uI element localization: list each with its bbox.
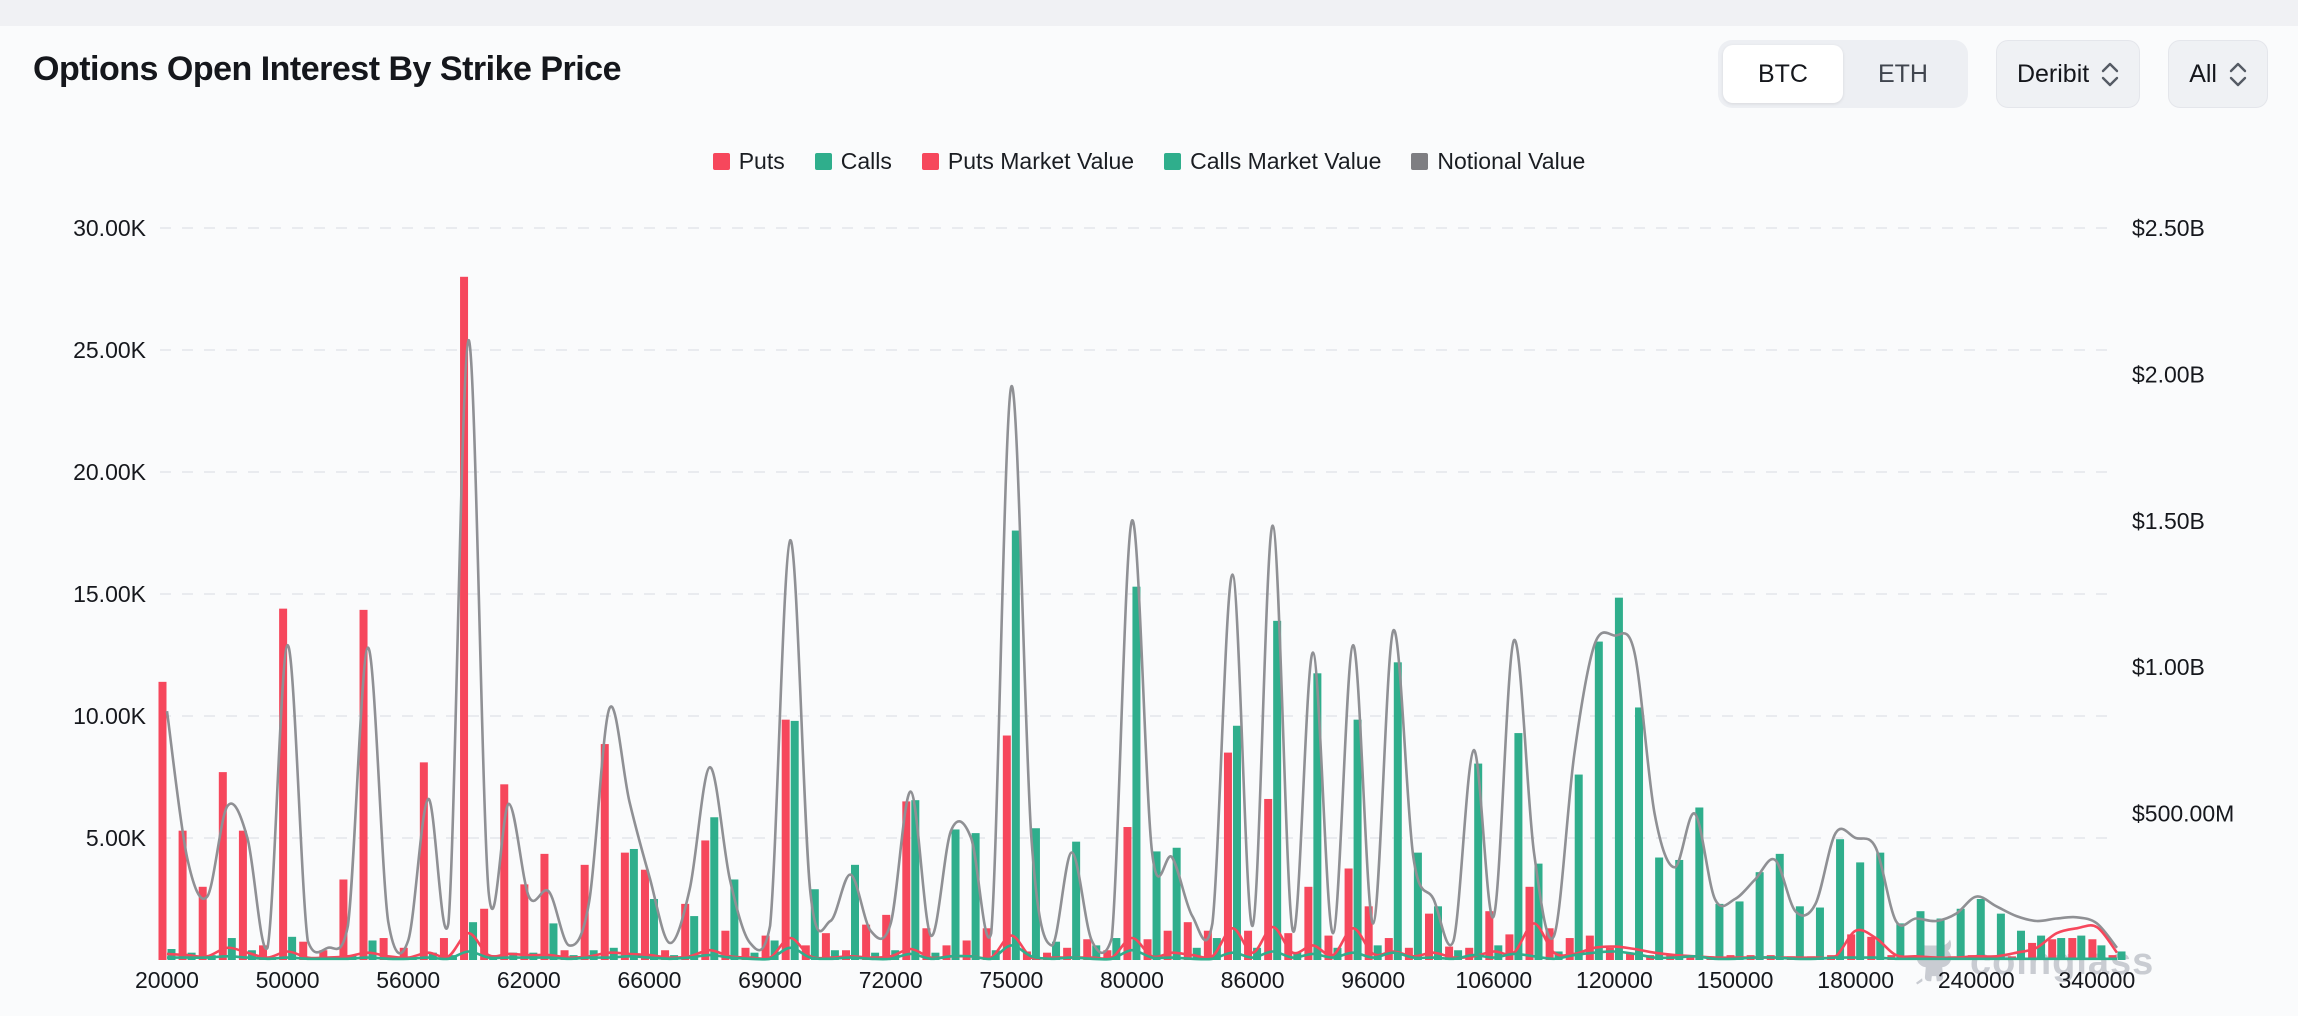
legend-item-puts-market-value[interactable]: Puts Market Value [921, 148, 1135, 175]
top-strip [0, 0, 2298, 26]
svg-text:120000: 120000 [1576, 967, 1653, 993]
svg-text:66000: 66000 [617, 967, 681, 993]
svg-text:$2.50B: $2.50B [2132, 215, 2205, 241]
calls-bars [167, 530, 2126, 960]
toggle-btc-button[interactable]: BTC [1722, 45, 1843, 103]
svg-text:50000: 50000 [256, 967, 320, 993]
expiry-select-value: All [2189, 59, 2217, 88]
svg-text:20.00K: 20.00K [73, 459, 147, 485]
svg-text:$1.50B: $1.50B [2132, 508, 2205, 534]
legend-item-puts[interactable]: Puts [712, 148, 785, 175]
notional-line [165, 338, 2119, 955]
svg-text:30.00K: 30.00K [73, 215, 147, 241]
svg-text:10.00K: 10.00K [73, 703, 147, 729]
svg-text:150000: 150000 [1697, 967, 1774, 993]
svg-text:180000: 180000 [1817, 967, 1894, 993]
svg-text:340000: 340000 [2059, 967, 2136, 993]
svg-text:106000: 106000 [1455, 967, 1532, 993]
puts-swatch-icon [712, 153, 730, 170]
svg-text:62000: 62000 [497, 967, 561, 993]
calls-swatch-icon [814, 153, 832, 170]
svg-text:240000: 240000 [1938, 967, 2015, 993]
legend-item-notional-value[interactable]: Notional Value [1411, 148, 1585, 175]
y-axis-left-labels: 30.00K 25.00K 20.00K 15.00K 10.00K 5.00K [73, 215, 147, 851]
x-axis-labels: 20000 50000 56000 62000 66000 69000 72000 75000… [135, 967, 2135, 993]
legend-label: Calls Market Value [1190, 148, 1382, 174]
toggle-eth-button[interactable]: ETH [1877, 59, 1928, 88]
calls-mv-swatch-icon [1164, 153, 1182, 170]
svg-text:86000: 86000 [1221, 967, 1285, 993]
svg-text:96000: 96000 [1341, 967, 1405, 993]
calls-mv-line [166, 944, 2117, 961]
page-title: Options Open Interest By Strike Price [33, 50, 622, 88]
chevron-updown-icon [2229, 62, 2247, 87]
legend-label: Notional Value [1437, 148, 1586, 174]
legend-label: Puts Market Value [947, 148, 1135, 174]
svg-text:25.00K: 25.00K [73, 337, 147, 363]
exchange-select[interactable]: Deribit [1995, 40, 2141, 108]
svg-text:72000: 72000 [859, 967, 923, 993]
y-axis-right-labels: $2.50B $2.00B $1.50B $1.00B $500.00M [2132, 215, 2234, 827]
expiry-select[interactable]: All [2168, 40, 2268, 108]
svg-text:80000: 80000 [1100, 967, 1164, 993]
chevron-updown-icon [2101, 62, 2119, 87]
svg-text:5.00K: 5.00K [86, 825, 147, 851]
legend-label: Calls [840, 148, 892, 174]
chart-legend: Puts Calls Puts Market Value Calls Marke… [0, 148, 2298, 175]
oi-chart[interactable]: 30.00K 25.00K 20.00K 15.00K 10.00K 5.00K $2.5… [0, 196, 2298, 1016]
svg-text:$500.00M: $500.00M [2132, 801, 2234, 827]
svg-text:15.00K: 15.00K [73, 581, 147, 607]
svg-text:56000: 56000 [376, 967, 440, 993]
puts-mv-swatch-icon [921, 153, 939, 170]
svg-text:69000: 69000 [738, 967, 802, 993]
notional-swatch-icon [1411, 153, 1429, 170]
legend-label: Puts [738, 148, 785, 174]
asset-toggle: BTC ETH [1717, 40, 1968, 108]
legend-item-calls[interactable]: Calls [814, 148, 892, 175]
exchange-select-value: Deribit [2016, 59, 2090, 88]
legend-item-calls-market-value[interactable]: Calls Market Value [1164, 148, 1381, 175]
svg-text:$2.00B: $2.00B [2132, 361, 2205, 387]
chart-area: coinglass 30.00K 25.00K 20.00K 15.00K 10.00K… [0, 196, 2298, 1016]
svg-text:20000: 20000 [135, 967, 199, 993]
header-controls: BTC ETH Deribit All [1717, 40, 2268, 108]
svg-text:75000: 75000 [979, 967, 1043, 993]
svg-text:$1.00B: $1.00B [2132, 654, 2205, 680]
